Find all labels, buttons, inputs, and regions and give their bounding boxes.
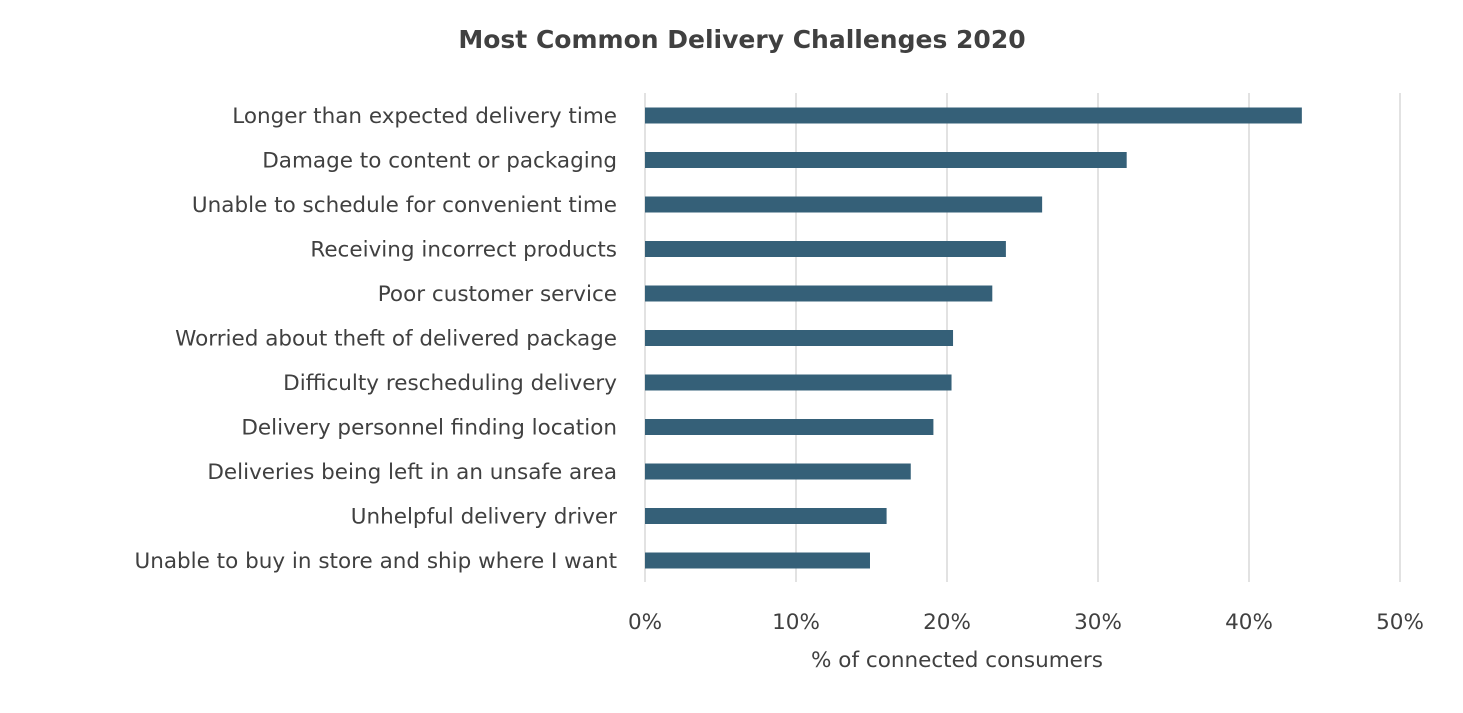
bar — [645, 152, 1127, 168]
category-label: Damage to content or packaging — [262, 149, 617, 174]
x-tick-label: 30% — [1074, 610, 1122, 635]
category-label: Delivery personnel finding location — [241, 416, 617, 441]
chart-title: Most Common Delivery Challenges 2020 — [458, 25, 1025, 54]
bar — [645, 463, 911, 480]
bar — [645, 285, 993, 302]
x-tick-label: 20% — [923, 610, 971, 635]
x-tick-label: 0% — [628, 610, 662, 635]
bars — [645, 107, 1302, 569]
bar — [645, 374, 952, 391]
category-labels: Longer than expected delivery time Damage… — [134, 104, 617, 574]
category-label: Poor customer service — [378, 282, 617, 307]
category-label: Receiving incorrect products — [310, 238, 617, 263]
category-label: Deliveries being left in an unsafe area — [207, 460, 617, 485]
category-label: Unable to schedule for convenient time — [192, 193, 617, 218]
x-tick-label: 40% — [1225, 610, 1273, 635]
category-label: Difficulty rescheduling delivery — [283, 371, 617, 396]
bar — [645, 330, 954, 346]
x-tick-label: 10% — [772, 610, 820, 635]
category-label: Unhelpful delivery driver — [351, 505, 617, 530]
category-label: Longer than expected delivery time — [232, 104, 617, 129]
bar — [645, 196, 1043, 213]
bar — [645, 419, 934, 435]
bar — [645, 107, 1302, 124]
category-label: Worried about theft of delivered package — [175, 327, 617, 352]
bar — [645, 508, 887, 524]
bar — [645, 552, 870, 569]
x-tick-label: 50% — [1376, 610, 1424, 635]
x-axis-ticks: 0% 10% 20% 30% 40% 50% — [628, 610, 1424, 635]
category-label: Unable to buy in store and ship where I … — [134, 549, 617, 574]
x-axis-label: % of connected consumers — [811, 648, 1103, 673]
bar — [645, 241, 1006, 257]
